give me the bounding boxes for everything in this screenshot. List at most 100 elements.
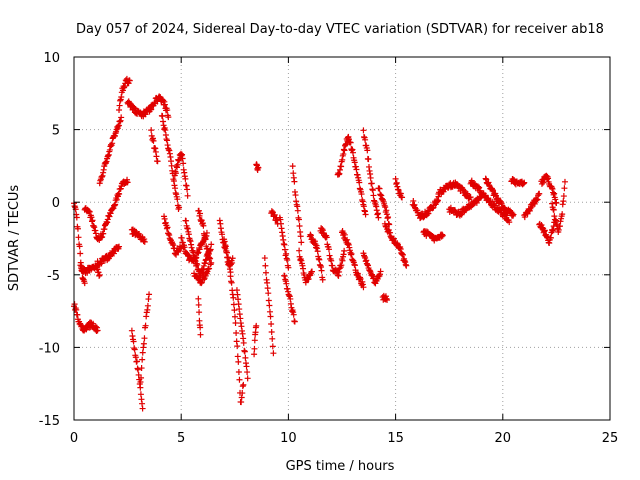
data-point xyxy=(253,322,260,329)
data-point xyxy=(403,262,410,269)
data-point xyxy=(281,246,288,253)
data-point xyxy=(362,136,369,143)
data-point xyxy=(86,208,93,215)
data-point xyxy=(399,251,406,258)
data-point xyxy=(235,368,242,375)
y-tick-label: 5 xyxy=(52,124,60,139)
data-point xyxy=(208,259,215,266)
data-point xyxy=(314,248,321,255)
data-point xyxy=(196,309,203,316)
data-point xyxy=(341,247,348,254)
data-point xyxy=(200,222,207,229)
data-point xyxy=(94,327,101,334)
data-point xyxy=(137,384,144,391)
data-point xyxy=(141,238,148,245)
data-point xyxy=(319,276,326,283)
data-point xyxy=(270,350,277,357)
data-point xyxy=(358,191,365,198)
data-point xyxy=(76,243,83,250)
axis-ticks: 0 5 10 15 20 25 -15 -10 -5 0 5 10 xyxy=(39,51,619,446)
data-point xyxy=(197,210,204,217)
data-point xyxy=(561,185,568,192)
data-point xyxy=(240,339,247,346)
data-point xyxy=(231,313,238,320)
data-point xyxy=(234,343,241,350)
data-point xyxy=(89,217,96,224)
y-tick-label: 0 xyxy=(52,196,60,211)
data-point xyxy=(284,257,291,264)
data-point xyxy=(138,374,145,381)
data-point xyxy=(176,204,183,211)
data-point xyxy=(133,358,140,365)
data-point xyxy=(164,107,171,114)
data-point xyxy=(184,186,191,193)
y-tick-label: -10 xyxy=(39,341,60,356)
data-point xyxy=(131,346,138,353)
data-point xyxy=(271,211,278,218)
data-point xyxy=(243,363,250,370)
data-point xyxy=(204,245,211,252)
chart-title: Day 057 of 2024, Sidereal Day-to-day VTE… xyxy=(76,22,604,37)
data-point xyxy=(296,247,303,254)
grid xyxy=(74,57,610,420)
plot-frame xyxy=(73,56,611,421)
data-point xyxy=(291,178,298,185)
x-tick-label: 25 xyxy=(602,431,619,446)
data-point xyxy=(197,331,204,338)
data-point xyxy=(154,158,161,165)
data-point xyxy=(71,301,78,308)
data-point xyxy=(73,214,80,221)
data-point xyxy=(234,353,241,360)
y-tick-label: 10 xyxy=(43,51,60,66)
data-point xyxy=(294,207,301,214)
data-point xyxy=(195,301,202,308)
data-point xyxy=(268,320,275,327)
data-point xyxy=(377,268,384,275)
data-point xyxy=(376,185,383,192)
data-point xyxy=(267,313,274,320)
data-point xyxy=(146,291,153,298)
data-point xyxy=(367,174,374,181)
data-point xyxy=(325,246,332,253)
data-point xyxy=(184,192,191,199)
data-point xyxy=(262,262,269,269)
data-point xyxy=(550,206,557,213)
data-point xyxy=(297,233,304,240)
data-point xyxy=(385,214,392,221)
data-point xyxy=(347,139,354,146)
data-point xyxy=(384,297,391,304)
data-point xyxy=(195,295,202,302)
data-point xyxy=(295,216,302,223)
data-point xyxy=(172,170,179,177)
data-point xyxy=(289,163,296,170)
data-point xyxy=(141,335,148,342)
data-point xyxy=(138,365,145,372)
data-point xyxy=(559,211,566,218)
data-point xyxy=(268,328,275,335)
data-point xyxy=(298,239,305,246)
data-point xyxy=(368,180,375,187)
data-point xyxy=(126,77,133,84)
data-point xyxy=(74,225,81,232)
data-point xyxy=(142,322,149,329)
data-point xyxy=(467,194,474,201)
data-point xyxy=(560,198,567,205)
data-point xyxy=(283,280,290,287)
data-point xyxy=(285,264,292,271)
data-point xyxy=(240,381,247,388)
data-point xyxy=(269,343,276,350)
data-point xyxy=(353,166,360,173)
data-point xyxy=(318,267,325,274)
data-point xyxy=(139,356,146,363)
x-tick-label: 5 xyxy=(177,431,185,446)
data-point xyxy=(130,338,137,345)
x-tick-label: 15 xyxy=(387,431,404,446)
data-point xyxy=(116,243,123,250)
data-point xyxy=(348,250,355,257)
data-point xyxy=(265,297,272,304)
data-point xyxy=(228,279,235,286)
data-point xyxy=(135,366,142,373)
data-point xyxy=(265,290,272,297)
data-point xyxy=(182,175,189,182)
